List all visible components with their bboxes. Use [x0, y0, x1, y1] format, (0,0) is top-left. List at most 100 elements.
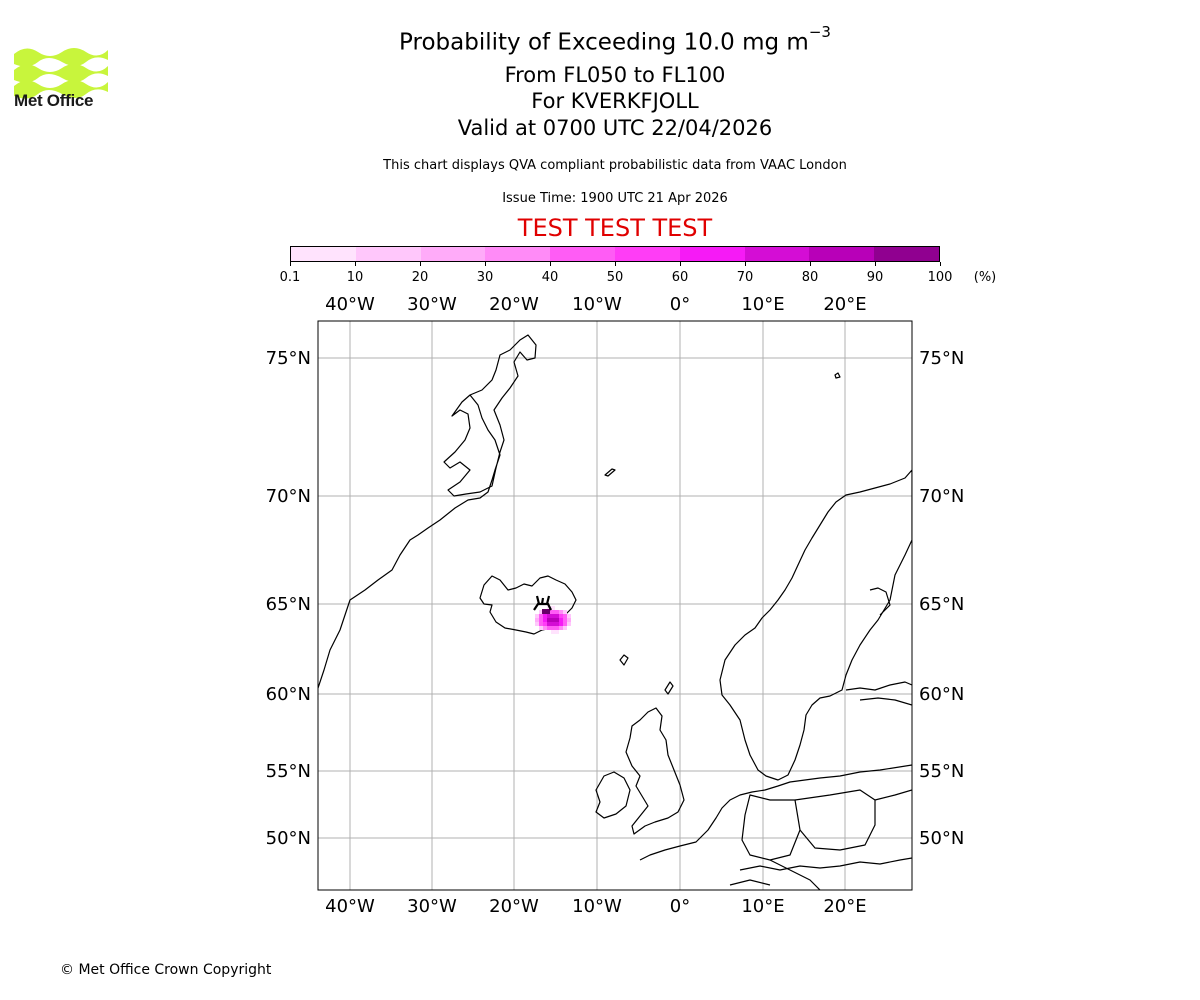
longitude-label: 20°E [823, 896, 866, 917]
colorbar-tick [550, 262, 551, 266]
longitude-label: 10°W [572, 294, 622, 315]
plume-cell [539, 610, 543, 614]
longitude-labels-top: 40°W 30°W 20°W 10°W 0° 10°E 20°E [325, 294, 866, 315]
longitude-label: 0° [670, 896, 690, 917]
issue-time: Issue Time: 1900 UTC 21 Apr 2026 [502, 191, 728, 206]
coast-ireland [595, 771, 631, 819]
latitude-label: 75°N [919, 348, 964, 369]
latitude-label: 50°N [266, 828, 311, 849]
plume-cell [543, 626, 547, 630]
plume-cell [559, 614, 563, 618]
colorbar-tick-label: 40 [541, 270, 559, 285]
latitude-label: 65°N [266, 594, 311, 615]
plume-cell [555, 614, 559, 618]
plume-cell [535, 618, 539, 622]
plume-cell [559, 626, 563, 630]
colorbar-tick [485, 262, 486, 266]
longitude-label: 30°W [407, 294, 457, 315]
plume-cell [543, 618, 547, 622]
colorbar-tick [420, 262, 421, 266]
colorbar-tick [940, 262, 941, 266]
colorbar-segment [809, 247, 875, 261]
latitude-label: 55°N [919, 761, 964, 782]
copyright-notice: © Met Office Crown Copyright [60, 962, 272, 978]
plume-cell [567, 622, 571, 626]
longitude-label: 10°E [741, 294, 784, 315]
colorbar-tick [875, 262, 876, 266]
ash-probability-plume [535, 606, 571, 634]
latitude-label: 70°N [266, 486, 311, 507]
colorbar-unit: (%) [973, 270, 997, 285]
plume-cell [559, 622, 563, 626]
longitude-label: 40°W [325, 294, 375, 315]
longitude-labels-bottom: 40°W 30°W 20°W 10°W 0° 10°E 20°E [325, 896, 866, 917]
latitude-label: 60°N [266, 684, 311, 705]
colorbar-tick-label: 30 [476, 270, 494, 285]
colorbar-tick [290, 262, 291, 266]
plume-cell [543, 614, 547, 618]
met-office-logo-icon [14, 48, 108, 99]
colorbar-segment [744, 247, 810, 261]
valid-time: Valid at 0700 UTC 22/04/2026 [457, 116, 773, 140]
probability-colorbar [290, 246, 940, 262]
colorbar-tick-label: 70 [736, 270, 754, 285]
colorbar-tick [680, 262, 681, 266]
colorbar-tick [745, 262, 746, 266]
coast-continent [639, 764, 912, 861]
plume-cell [543, 622, 547, 626]
plume-cell [551, 622, 555, 626]
colorbar-tick-label: 60 [671, 270, 689, 285]
plume-cell [551, 618, 555, 622]
colorbar-segment [420, 247, 486, 261]
colorbar-tick [355, 262, 356, 266]
colorbar-segment [291, 247, 356, 261]
plume-cell [551, 606, 555, 610]
plume-cell [551, 630, 555, 634]
longitude-label: 20°W [489, 294, 539, 315]
plume-cell [563, 618, 567, 622]
graticule [318, 321, 912, 890]
longitude-label: 20°W [489, 896, 539, 917]
colorbar-tick [810, 262, 811, 266]
coast-iceland [479, 575, 577, 635]
plume-cell [563, 622, 567, 626]
latitude-label: 70°N [919, 486, 964, 507]
plume-cell [563, 610, 567, 614]
colorbar-tick-label: 50 [606, 270, 624, 285]
plume-cell [555, 610, 559, 614]
latitude-label: 60°N [919, 684, 964, 705]
chart-description: This chart displays QVA compliant probab… [383, 158, 847, 173]
latitude-label: 65°N [919, 594, 964, 615]
coast-scandinavia [719, 469, 912, 781]
plume-cell [551, 614, 555, 618]
colorbar-segment [614, 247, 680, 261]
colorbar-tick-label: 90 [866, 270, 884, 285]
longitude-label: 0° [670, 294, 690, 315]
plume-cell [539, 614, 543, 618]
plume-cell [555, 626, 559, 630]
plume-cell [535, 622, 539, 626]
latitude-label: 55°N [266, 761, 311, 782]
plume-cell [547, 618, 551, 622]
colorbar-segment [355, 247, 421, 261]
latitude-labels-right: 75°N 70°N 65°N 60°N 55°N 50°N [919, 348, 964, 849]
logo-text: Met Office [14, 91, 94, 110]
longitude-label: 10°E [741, 896, 784, 917]
colorbar-tick-label: 80 [801, 270, 819, 285]
latitude-label: 75°N [266, 348, 311, 369]
plume-cell [559, 610, 563, 614]
colorbar-tick-label: 0.1 [279, 270, 301, 285]
coast-greenland [318, 334, 537, 689]
colorbar-segment [550, 247, 615, 261]
longitude-label: 10°W [572, 896, 622, 917]
plume-cell [559, 618, 563, 622]
plume-cell [567, 614, 571, 618]
plume-cell [551, 610, 555, 614]
colorbar-tick-label: 20 [411, 270, 429, 285]
latitude-label: 50°N [919, 828, 964, 849]
plume-cell [539, 622, 543, 626]
colorbar-tick-label: 100 [927, 270, 953, 285]
plume-cell [539, 618, 543, 622]
coast-great-britain [625, 707, 685, 835]
